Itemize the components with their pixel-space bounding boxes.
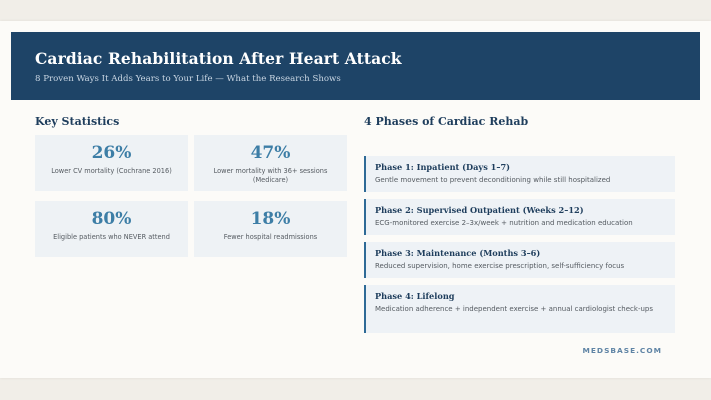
phase-title: Phase 4: Lifelong <box>375 291 455 301</box>
phase-description: ECG-monitored exercise 2–3x/week + nutri… <box>375 219 633 227</box>
brand-footer: MEDSBASE.COM <box>582 346 662 355</box>
phases-list: Phase 1: Inpatient (Days 1–7) Gentle mov… <box>364 156 675 340</box>
stat-label: Lower mortality with 36+ sessions (Medic… <box>213 167 328 184</box>
phase-card-1: Phase 1: Inpatient (Days 1–7) Gentle mov… <box>364 156 675 192</box>
phase-title: Phase 3: Maintenance (Months 3–6) <box>375 248 541 258</box>
stat-value: 80% <box>91 209 132 229</box>
phase-card-2: Phase 2: Supervised Outpatient (Weeks 2–… <box>364 199 675 235</box>
phase-description: Reduced supervision, home exercise presc… <box>375 262 625 270</box>
page-title: Cardiac Rehabilitation After Heart Attac… <box>35 49 402 68</box>
phase-card-4: Phase 4: Lifelong Medication adherence +… <box>364 285 675 333</box>
stat-card: 18% Fewer hospital readmissions <box>194 201 347 257</box>
stat-card: 80% Eligible patients who NEVER attend <box>35 201 188 257</box>
key-statistics-heading: Key Statistics <box>35 115 120 128</box>
stat-value: 18% <box>250 209 291 229</box>
page-subtitle: 8 Proven Ways It Adds Years to Your Life… <box>35 74 341 84</box>
stat-card: 47% Lower mortality with 36+ sessions (M… <box>194 135 347 191</box>
phase-description: Medication adherence + independent exerc… <box>375 305 654 313</box>
stat-card: 26% Lower CV mortality (Cochrane 2016) <box>35 135 188 191</box>
phase-description: Gentle movement to prevent deconditionin… <box>375 176 611 184</box>
stat-value: 26% <box>91 143 132 163</box>
phase-card-3: Phase 3: Maintenance (Months 3–6) Reduce… <box>364 242 675 278</box>
stat-label: Eligible patients who NEVER attend <box>53 233 170 241</box>
phase-title: Phase 1: Inpatient (Days 1–7) <box>375 162 511 172</box>
stat-label: Fewer hospital readmissions <box>223 233 318 241</box>
phases-heading: 4 Phases of Cardiac Rehab <box>364 115 529 128</box>
stat-value: 47% <box>250 143 291 163</box>
statistics-grid: 26% Lower CV mortality (Cochrane 2016) 4… <box>35 135 347 257</box>
header-banner: Cardiac Rehabilitation After Heart Attac… <box>11 32 700 100</box>
phase-title: Phase 2: Supervised Outpatient (Weeks 2–… <box>375 205 584 215</box>
slide: Cardiac Rehabilitation After Heart Attac… <box>0 21 711 378</box>
stat-label: Lower CV mortality (Cochrane 2016) <box>51 167 172 175</box>
